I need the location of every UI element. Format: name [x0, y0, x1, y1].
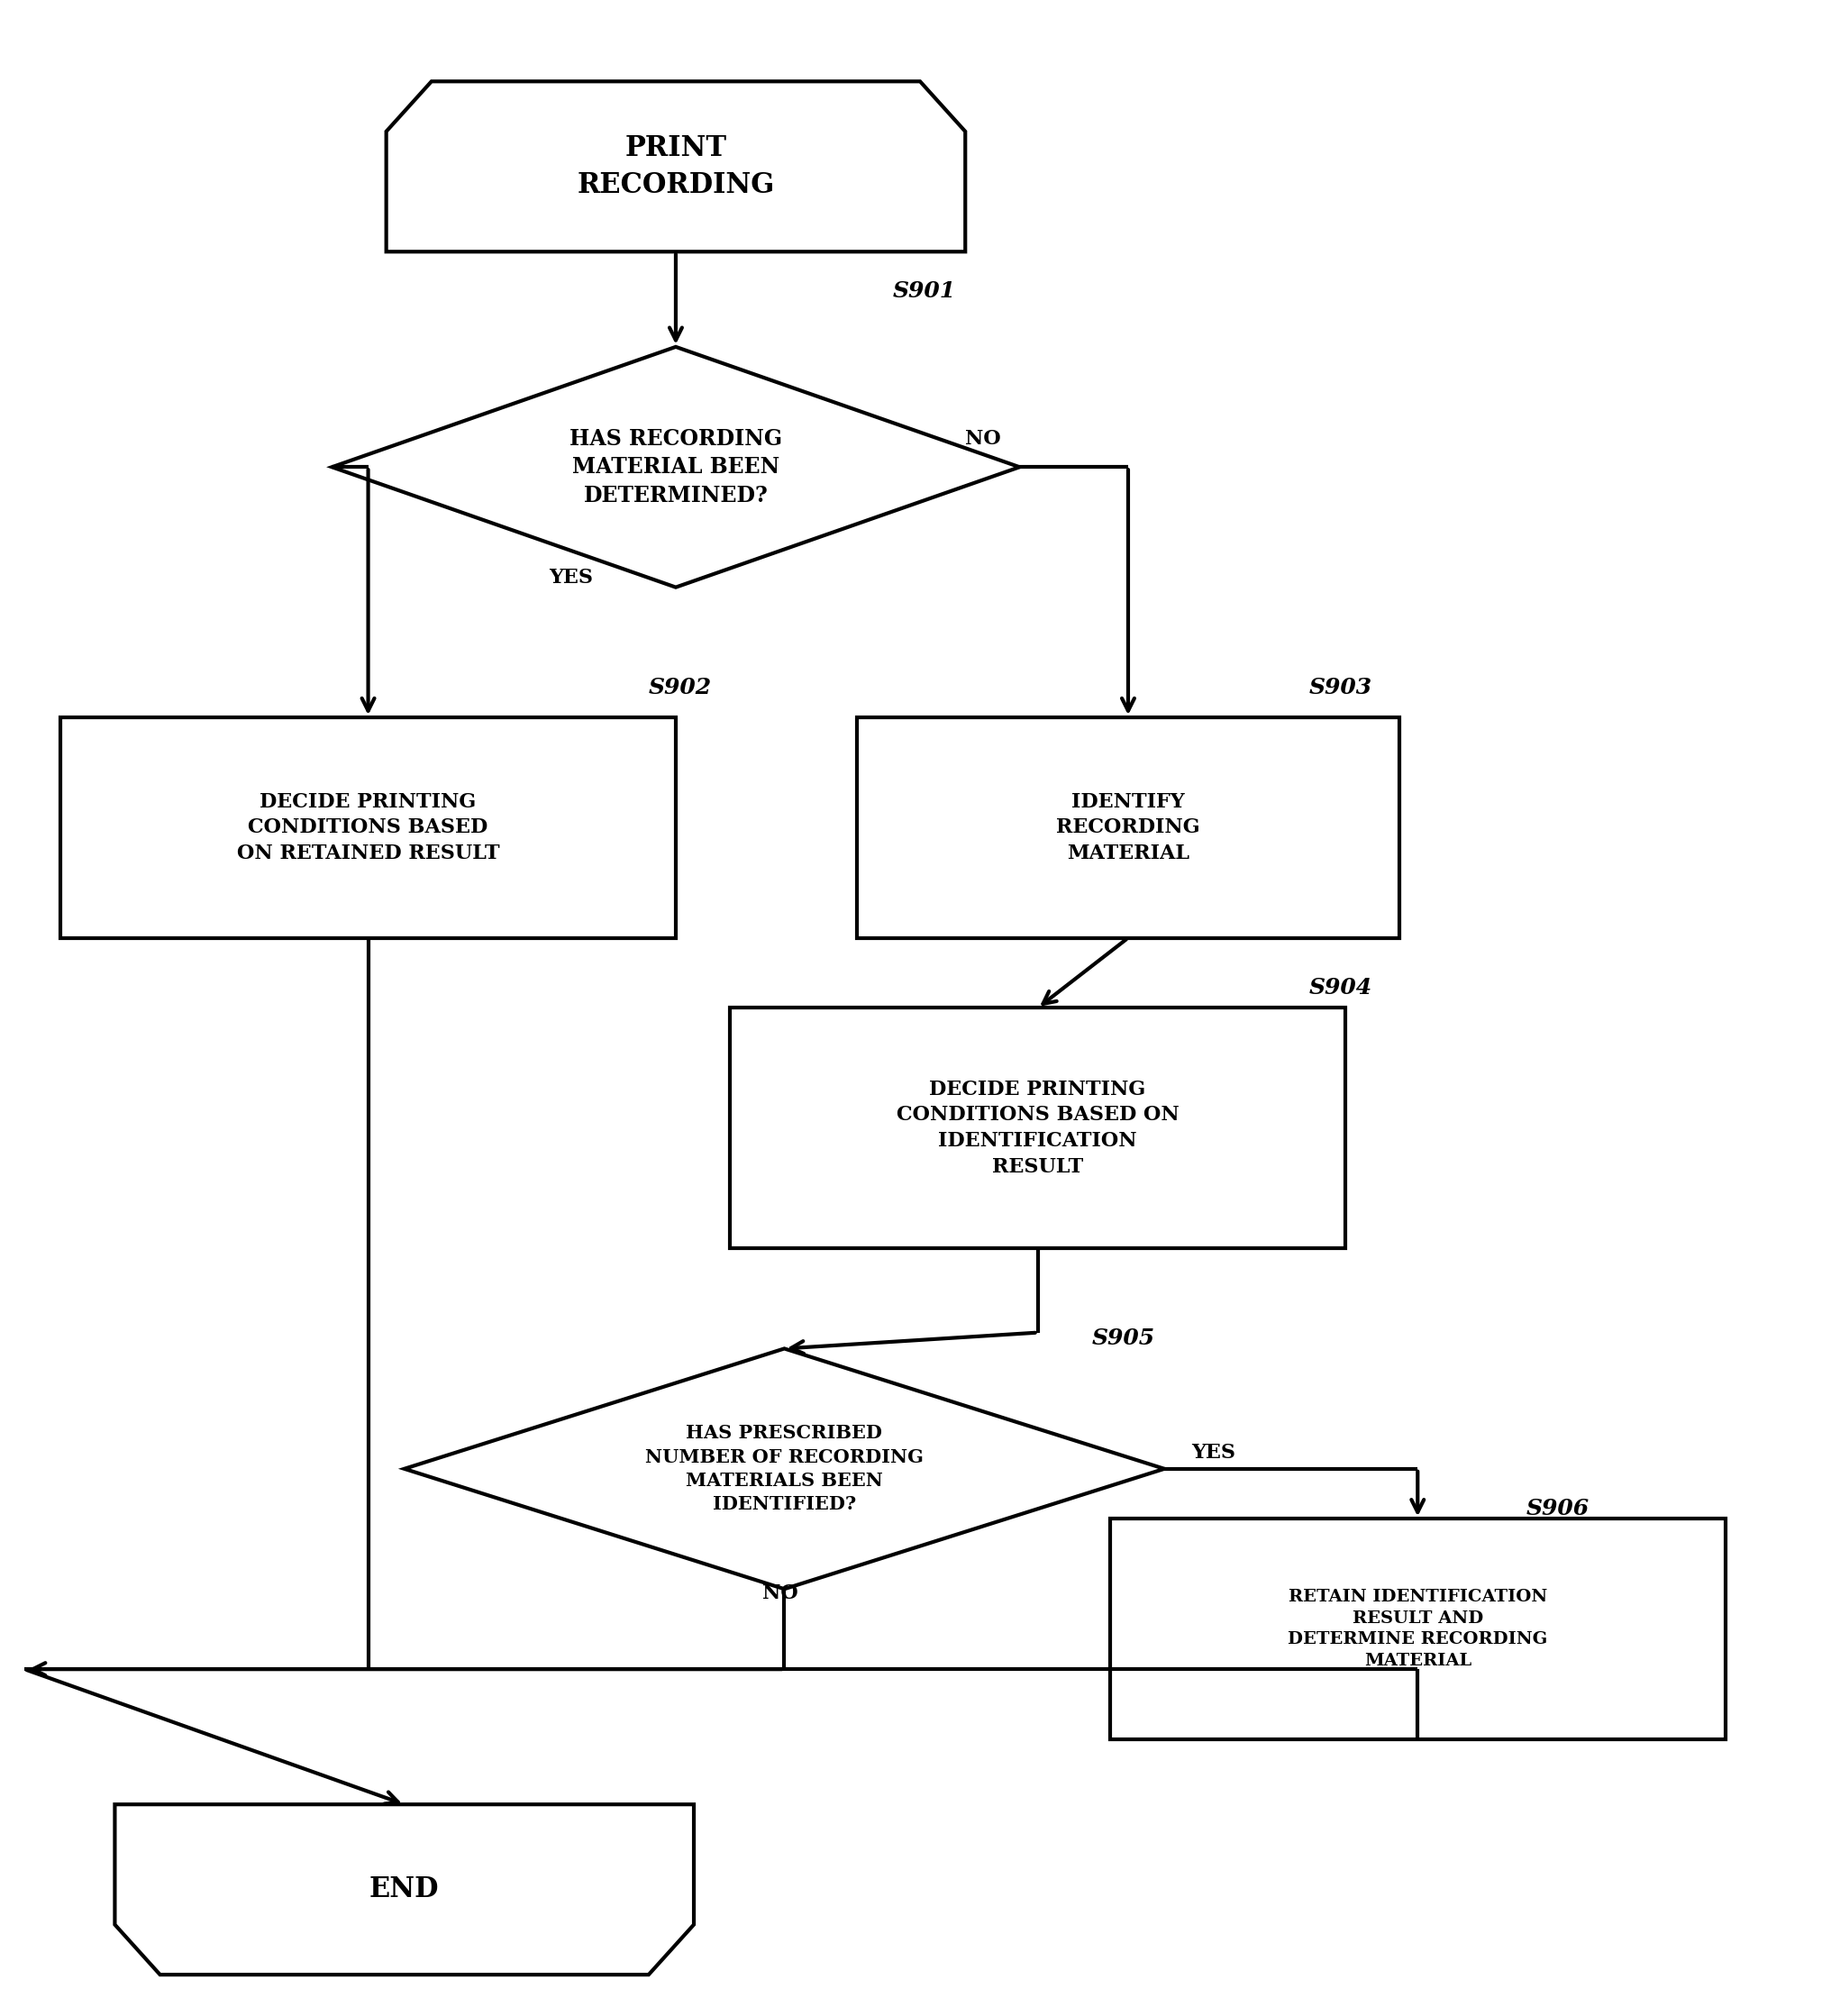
Text: HAS PRESCRIBED
NUMBER OF RECORDING
MATERIALS BEEN
IDENTIFIED?: HAS PRESCRIBED NUMBER OF RECORDING MATER…	[645, 1423, 924, 1514]
Text: PRINT
RECORDING: PRINT RECORDING	[578, 135, 774, 200]
Bar	[856, 718, 1399, 937]
Polygon shape	[404, 1349, 1164, 1589]
Polygon shape	[115, 1804, 694, 1976]
Text: S901: S901	[893, 280, 957, 302]
Text: S902: S902	[649, 677, 712, 698]
Text: S905: S905	[1091, 1329, 1155, 1349]
Bar	[60, 718, 676, 937]
Text: DECIDE PRINTING
CONDITIONS BASED
ON RETAINED RESULT: DECIDE PRINTING CONDITIONS BASED ON RETA…	[237, 792, 499, 863]
Text: DECIDE PRINTING
CONDITIONS BASED ON
IDENTIFICATION
RESULT: DECIDE PRINTING CONDITIONS BASED ON IDEN…	[896, 1079, 1179, 1177]
Polygon shape	[386, 81, 966, 252]
Bar	[731, 1008, 1345, 1248]
Text: YES: YES	[548, 566, 594, 587]
Text: IDENTIFY
RECORDING
MATERIAL: IDENTIFY RECORDING MATERIAL	[1057, 792, 1201, 863]
Text: RETAIN IDENTIFICATION
RESULT AND
DETERMINE RECORDING
MATERIAL: RETAIN IDENTIFICATION RESULT AND DETERMI…	[1288, 1589, 1547, 1669]
Polygon shape	[332, 347, 1020, 587]
Bar	[1110, 1518, 1725, 1740]
Text: S903: S903	[1308, 677, 1372, 698]
Text: NO: NO	[966, 429, 1000, 450]
Text: S906: S906	[1527, 1498, 1589, 1520]
Text: YES: YES	[1192, 1443, 1235, 1464]
Text: NO: NO	[763, 1583, 798, 1603]
Text: HAS RECORDING
MATERIAL BEEN
DETERMINED?: HAS RECORDING MATERIAL BEEN DETERMINED?	[570, 427, 782, 506]
Text: END: END	[370, 1875, 439, 1903]
Text: S904: S904	[1308, 978, 1372, 998]
